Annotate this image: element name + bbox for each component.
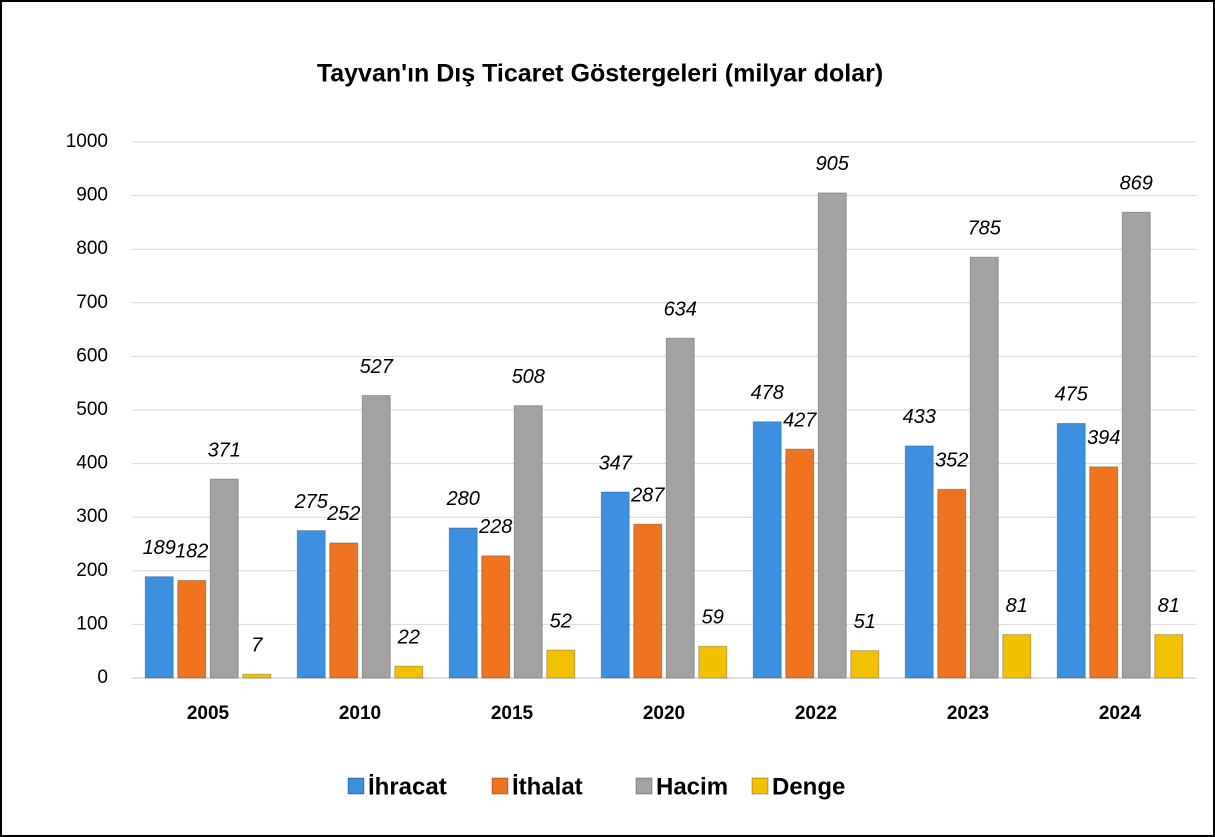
bar xyxy=(361,395,391,679)
value-label: 7 xyxy=(251,635,263,657)
bar xyxy=(448,527,478,679)
value-label: 280 xyxy=(446,488,480,510)
y-tick-label: 200 xyxy=(76,560,108,581)
legend-swatch xyxy=(347,777,365,795)
bar xyxy=(1089,466,1119,679)
value-label: 433 xyxy=(903,406,936,428)
bar xyxy=(698,645,728,679)
y-tick-label: 1000 xyxy=(66,131,108,152)
bar xyxy=(546,649,576,679)
y-tick-label: 400 xyxy=(76,453,108,474)
value-label: 475 xyxy=(1055,384,1089,406)
y-tick-label: 700 xyxy=(76,292,108,313)
bar xyxy=(817,192,847,679)
y-tick-label: 900 xyxy=(76,185,108,206)
x-tick-label: 2010 xyxy=(339,703,381,724)
x-tick-label: 2022 xyxy=(795,703,837,724)
bar xyxy=(242,673,272,679)
bar xyxy=(144,576,174,679)
value-label: 189 xyxy=(143,537,176,559)
value-label: 394 xyxy=(1087,427,1120,449)
bar xyxy=(600,491,630,679)
legend-swatch xyxy=(491,777,509,795)
x-tick-label: 2023 xyxy=(947,703,989,724)
value-label: 352 xyxy=(935,450,968,472)
bar xyxy=(481,555,511,679)
value-label: 275 xyxy=(294,491,329,513)
y-tick-label: 300 xyxy=(76,506,108,527)
value-label: 52 xyxy=(550,610,572,632)
bar xyxy=(904,445,934,679)
value-label: 182 xyxy=(175,541,208,563)
legend-label: Hacim xyxy=(656,773,728,800)
x-tick-label: 2005 xyxy=(187,703,230,724)
bar xyxy=(513,405,543,679)
bar xyxy=(785,448,815,679)
value-label: 478 xyxy=(751,382,784,404)
bar xyxy=(329,542,359,679)
y-tick-label: 100 xyxy=(76,613,108,634)
value-label: 371 xyxy=(208,439,241,461)
value-label: 59 xyxy=(702,607,724,629)
value-label: 81 xyxy=(1158,595,1180,617)
bar xyxy=(177,579,207,679)
value-label: 869 xyxy=(1120,172,1153,194)
bar xyxy=(969,256,999,679)
legend-label: İthalat xyxy=(512,773,583,800)
value-label: 51 xyxy=(854,611,876,633)
value-label: 252 xyxy=(326,503,360,525)
value-label: 634 xyxy=(664,298,697,320)
bar xyxy=(209,478,239,679)
value-label: 508 xyxy=(512,366,545,388)
bar xyxy=(633,523,663,679)
legend-swatch xyxy=(751,777,769,795)
bar xyxy=(1002,634,1032,679)
x-tick-label: 2020 xyxy=(643,703,685,724)
bar xyxy=(665,337,695,679)
value-label: 228 xyxy=(478,516,512,538)
legend-label: İhracat xyxy=(368,773,447,800)
value-label: 905 xyxy=(816,153,850,175)
value-label: 785 xyxy=(968,218,1002,240)
bar xyxy=(752,421,782,679)
x-tick-label: 2015 xyxy=(491,703,534,724)
y-tick-label: 800 xyxy=(76,238,108,259)
y-tick-label: 500 xyxy=(76,399,108,420)
y-tick-label: 0 xyxy=(97,667,108,688)
bar xyxy=(1121,211,1151,679)
chart-title: Tayvan'ın Dış Ticaret Göstergeleri (mily… xyxy=(317,60,883,88)
bar xyxy=(937,488,967,679)
bar xyxy=(1056,422,1086,679)
legend-label: Denge xyxy=(772,773,845,800)
bar xyxy=(296,530,326,679)
value-label: 527 xyxy=(360,356,394,378)
bar xyxy=(1154,634,1184,679)
value-label: 347 xyxy=(599,452,633,474)
value-label: 81 xyxy=(1006,595,1028,617)
value-label: 287 xyxy=(630,484,665,506)
legend-swatch xyxy=(635,777,653,795)
value-label: 22 xyxy=(397,626,420,648)
bar xyxy=(850,650,880,679)
x-tick-label: 2024 xyxy=(1099,703,1142,724)
y-tick-label: 600 xyxy=(76,345,108,366)
bar xyxy=(394,665,424,679)
value-label: 427 xyxy=(783,409,817,431)
